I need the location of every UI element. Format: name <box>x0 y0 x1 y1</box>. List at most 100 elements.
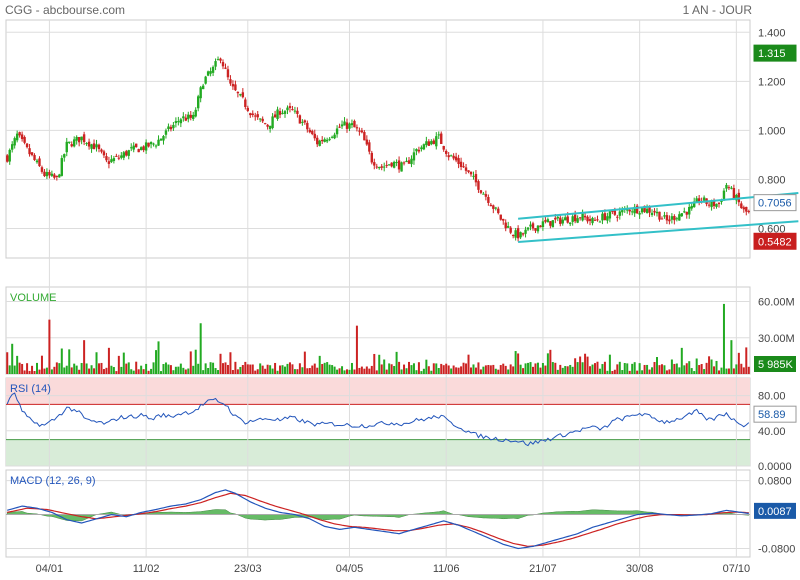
candle-body <box>355 127 359 129</box>
volume-bar <box>465 363 468 374</box>
candle-body <box>154 145 158 147</box>
candle-body <box>48 171 51 176</box>
candle-body <box>293 110 297 112</box>
volume-bar <box>167 364 170 374</box>
candle-body <box>199 87 202 99</box>
volume-bar <box>264 368 267 374</box>
volume-bar <box>246 364 249 374</box>
candle-body <box>621 209 624 213</box>
volume-bar <box>683 365 686 374</box>
volume-bar <box>269 365 272 374</box>
volume-bar <box>355 325 358 374</box>
candle-body <box>578 217 582 219</box>
volume-bar <box>551 362 554 374</box>
volume-bar <box>589 366 592 374</box>
candle-body <box>73 139 76 147</box>
candle-body <box>747 211 750 213</box>
volume-bar <box>412 363 415 374</box>
volume-bar <box>75 365 78 374</box>
candle-body <box>142 146 145 151</box>
candle-body <box>365 139 369 145</box>
volume-bar <box>665 370 668 374</box>
volume-bar <box>695 358 698 374</box>
rsi-badge-label: 58.89 <box>758 409 786 421</box>
candle-body <box>206 71 210 76</box>
candle-body <box>80 136 83 141</box>
volume-bar <box>164 362 167 374</box>
candle-body <box>653 210 656 213</box>
volume-bar <box>405 368 408 374</box>
volume-bar <box>378 354 381 374</box>
candle-body <box>606 216 609 221</box>
volume-bar <box>544 365 547 374</box>
volume-bar <box>569 364 572 374</box>
volume-bar <box>187 368 190 374</box>
candle-body <box>601 213 604 221</box>
volume-bar <box>360 366 363 374</box>
candle-body <box>390 162 393 167</box>
volume-bar <box>626 363 629 374</box>
volume-bar <box>288 362 291 374</box>
candle-body <box>229 79 232 84</box>
candle-body <box>534 228 537 231</box>
candle-body <box>254 115 257 117</box>
period-label[interactable]: 1 AN - JOUR <box>682 3 752 17</box>
volume-bar <box>368 368 371 374</box>
candle-body <box>239 94 242 96</box>
candle-body <box>244 99 247 107</box>
volume-bar <box>519 364 522 374</box>
candle-body <box>328 138 331 140</box>
volume-panel-label: VOLUME <box>10 292 56 304</box>
volume-bar <box>549 349 552 374</box>
volume-bar <box>747 366 750 374</box>
price-y-tick-label: 0.800 <box>758 174 786 186</box>
volume-bar <box>715 360 718 374</box>
candle-body <box>452 155 455 159</box>
volume-bar <box>241 365 244 374</box>
candle-body <box>693 201 696 208</box>
candle-body <box>442 146 445 150</box>
volume-bar <box>316 367 319 374</box>
candle-body <box>405 160 408 163</box>
candle-body <box>159 138 163 141</box>
candle-body <box>97 144 101 149</box>
candle-body <box>732 188 736 199</box>
candle-body <box>668 219 671 222</box>
volume-bar <box>591 364 594 374</box>
candle-body <box>278 111 282 115</box>
candle-body <box>164 130 168 135</box>
candle-body <box>643 205 646 212</box>
candle-body <box>410 158 413 165</box>
volume-bar <box>279 365 282 374</box>
candle-body <box>494 207 497 209</box>
volume-bar <box>6 352 9 374</box>
candle-body <box>105 156 108 161</box>
volume-bar <box>703 369 706 374</box>
volume-bar <box>197 363 200 374</box>
rsi-y-tick-label: 40.00 <box>758 426 786 438</box>
volume-bar <box>425 359 428 374</box>
volume-bar <box>646 364 649 374</box>
volume-bar <box>88 368 91 374</box>
volume-bar <box>43 368 46 374</box>
candle-body <box>715 203 718 207</box>
price-y-tick-label: 1.400 <box>758 27 786 39</box>
candle-body <box>268 125 272 129</box>
candle-body <box>504 222 507 229</box>
candle-body <box>392 161 396 168</box>
candle-body <box>35 160 39 163</box>
volume-bar <box>229 352 232 374</box>
volume-bar <box>708 356 711 374</box>
volume-bar <box>239 366 242 374</box>
candle-body <box>321 139 324 142</box>
candle-body <box>675 218 679 220</box>
candle-body <box>472 175 475 177</box>
candle-body <box>20 134 24 140</box>
candle-body <box>514 230 517 238</box>
candle-body <box>593 219 597 221</box>
candle-body <box>613 210 617 215</box>
candle-body <box>402 162 406 164</box>
rsi-panel-label: RSI (14) <box>10 383 51 395</box>
volume-bar <box>668 369 671 374</box>
channel-upper-line <box>518 191 799 220</box>
